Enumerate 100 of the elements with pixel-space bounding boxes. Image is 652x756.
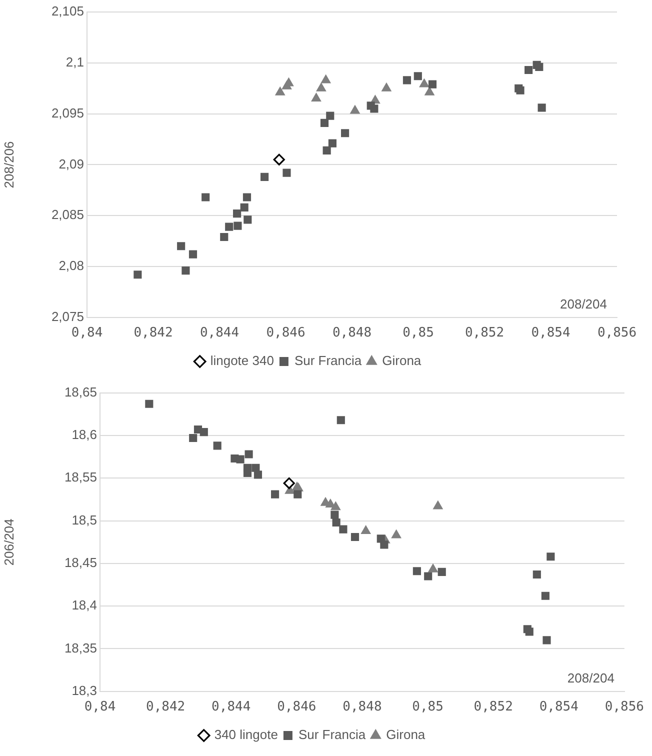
- point: [225, 222, 234, 231]
- x-tick-label: 0,842: [146, 700, 186, 715]
- point: [433, 500, 443, 510]
- y-tick-label: 2,08: [58, 258, 84, 274]
- point: [525, 628, 534, 636]
- point: [330, 502, 340, 510]
- point: [182, 266, 190, 275]
- point: [341, 129, 350, 138]
- y-tick-label: 2,075: [51, 308, 84, 324]
- y-tick-label: 2,105: [51, 4, 84, 19]
- x-tick-label: 0,84: [84, 700, 116, 715]
- point: [134, 270, 142, 279]
- point: [412, 567, 421, 576]
- point: [202, 193, 210, 202]
- y-tick-label: 18,65: [64, 384, 97, 400]
- x-tick-label: 0,846: [277, 700, 316, 715]
- x-tick-label: 0,856: [604, 700, 644, 715]
- point: [240, 203, 248, 212]
- legend-label: lingote 340: [210, 353, 274, 368]
- point: [284, 78, 294, 86]
- point: [213, 442, 222, 450]
- x-tick-label: 0,848: [342, 700, 382, 715]
- y-tick-label: 2,09: [58, 156, 84, 172]
- point: [542, 636, 551, 644]
- point: [236, 455, 244, 464]
- point: [370, 104, 378, 113]
- point: [419, 78, 430, 88]
- point: [177, 242, 186, 250]
- x-tick-label: 0,848: [332, 326, 372, 341]
- point: [189, 434, 198, 442]
- point: [332, 518, 340, 527]
- point: [339, 525, 348, 534]
- point: [328, 139, 336, 148]
- y-axis-title: 206/204: [1, 518, 16, 566]
- y-tick-label: 18,4: [72, 598, 97, 613]
- point: [350, 105, 360, 114]
- legend-label: Girona: [382, 353, 422, 368]
- x-tick-label: 0,852: [464, 326, 504, 341]
- y-axis-title: 208/206: [1, 141, 16, 188]
- point: [546, 552, 555, 561]
- point: [380, 540, 388, 549]
- point: [535, 62, 544, 72]
- point: [538, 104, 546, 112]
- point: [275, 86, 285, 96]
- y-tick-label: 18,6: [72, 427, 97, 442]
- point: [382, 82, 392, 92]
- point: [532, 570, 541, 579]
- x-axis-title: 208/204: [567, 670, 614, 686]
- legend-label: 340 lingote: [214, 727, 278, 742]
- y-tick-label: 2,085: [51, 207, 84, 222]
- y-tick-label: 18,5: [72, 512, 97, 528]
- y-tick-label: 18,3: [72, 682, 97, 698]
- point: [316, 82, 326, 92]
- y-tick-label: 2,095: [51, 105, 84, 120]
- legend-label: Sur Francia: [294, 353, 362, 368]
- point: [311, 93, 322, 102]
- point: [360, 526, 371, 534]
- point: [391, 530, 402, 538]
- point: [188, 250, 198, 258]
- point: [244, 450, 253, 458]
- x-tick-label: 0,842: [134, 326, 173, 341]
- x-tick-label: 0,852: [474, 700, 513, 715]
- point: [330, 510, 339, 519]
- point: [438, 568, 446, 576]
- point: [320, 118, 329, 127]
- point: [428, 564, 438, 572]
- point: [234, 222, 242, 230]
- point: [326, 112, 334, 120]
- point: [541, 592, 550, 600]
- x-tick-label: 0,844: [200, 326, 240, 341]
- point: [270, 490, 280, 498]
- point: [273, 154, 285, 166]
- point: [260, 172, 269, 181]
- point: [414, 72, 422, 80]
- legend-label: Girona: [386, 727, 426, 742]
- y-tick-label: 18,45: [64, 555, 97, 570]
- point: [282, 168, 291, 177]
- x-tick-label: 0,85: [412, 700, 444, 715]
- point: [244, 216, 252, 224]
- y-tick-label: 18,55: [64, 470, 97, 485]
- x-tick-label: 0,854: [531, 326, 570, 341]
- point: [242, 193, 252, 202]
- point: [424, 86, 434, 96]
- point: [243, 468, 252, 478]
- point: [254, 470, 262, 479]
- point: [294, 490, 302, 498]
- point: [336, 416, 345, 424]
- point: [321, 74, 331, 84]
- point: [220, 232, 228, 242]
- point: [424, 572, 432, 580]
- point: [428, 80, 437, 88]
- point: [145, 400, 154, 408]
- x-tick-label: 0,856: [597, 326, 637, 341]
- legend-label: Sur Francia: [298, 727, 366, 742]
- point: [402, 76, 412, 84]
- x-tick-label: 0,854: [539, 700, 579, 715]
- x-tick-label: 0,846: [266, 326, 306, 341]
- y-tick-label: 18,35: [64, 640, 97, 656]
- point: [283, 477, 295, 490]
- x-tick-label: 0,84: [71, 326, 103, 341]
